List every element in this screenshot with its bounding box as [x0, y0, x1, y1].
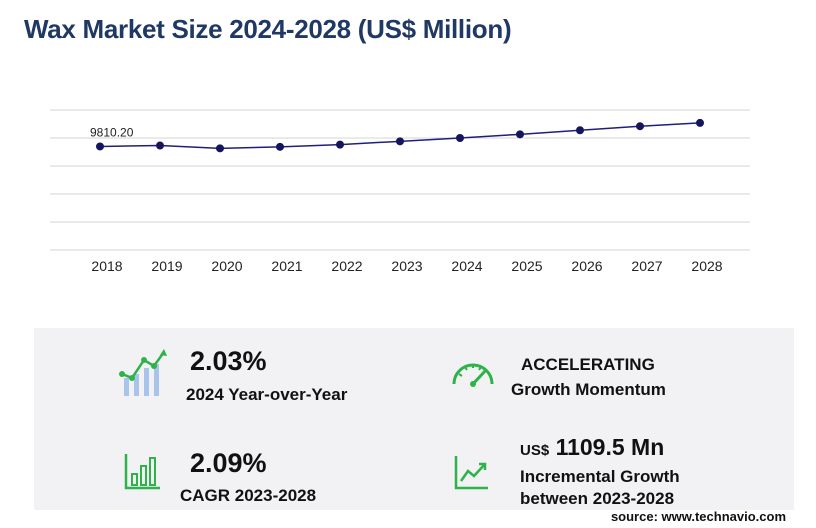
incremental-label-2: between 2023-2028	[520, 489, 675, 508]
data-point-2026	[576, 126, 584, 135]
x-tick-label: 2025	[511, 258, 542, 274]
cagr-value: 2.09%	[190, 448, 267, 478]
data-label: 9810.20	[90, 125, 134, 139]
x-tick-label: 2027	[631, 258, 662, 274]
data-point-2020	[216, 144, 224, 153]
x-tick-label: 2019	[151, 258, 182, 274]
incremental-label-1: Incremental Growth	[520, 467, 680, 486]
data-point-2024	[456, 134, 464, 142]
data-point-2027	[636, 122, 644, 131]
momentum-title: ACCELERATING	[521, 355, 655, 374]
line-chart: 2018 2019 2020 2021 2022 2023 2024 2025 2026 2027…	[50, 109, 750, 274]
yoy-value: 2.03%	[190, 346, 267, 376]
yoy-label: 2024 Year-over-Year	[186, 385, 348, 404]
data-point-2025	[516, 130, 524, 139]
data-point-2022	[336, 140, 344, 149]
momentum-label: Growth Momentum	[511, 380, 666, 399]
data-point-2021	[276, 142, 284, 151]
x-tick-label: 2026	[571, 258, 602, 274]
incremental-value: 1109.5 Mn	[555, 434, 665, 460]
incremental-currency: US$	[520, 442, 550, 459]
data-point-2018	[96, 142, 104, 151]
source-credit: source: www.technavio.com	[610, 509, 786, 524]
x-tick-label: 2020	[211, 258, 242, 274]
x-tick-label: 2028	[691, 258, 722, 274]
incremental-value-line: US$ 1109.5 Mn	[520, 434, 664, 464]
x-tick-label: 2024	[451, 258, 482, 274]
cagr-label: CAGR 2023-2028	[180, 486, 317, 505]
x-tick-label: 2018	[91, 258, 122, 274]
x-tick-label: 2021	[271, 258, 302, 274]
bar-growth-icon	[119, 349, 167, 396]
chart-title: Wax Market Size 2024-2028 (US$ Million)	[24, 14, 512, 44]
data-point-2028	[696, 118, 704, 127]
line-growth-icon	[454, 456, 488, 490]
speedometer-icon	[452, 363, 494, 387]
data-point-2023	[396, 137, 404, 146]
data-point-2019	[156, 141, 164, 150]
x-tick-label: 2023	[391, 258, 422, 274]
x-tick-label: 2022	[331, 258, 362, 274]
bar-chart-icon	[124, 454, 160, 490]
